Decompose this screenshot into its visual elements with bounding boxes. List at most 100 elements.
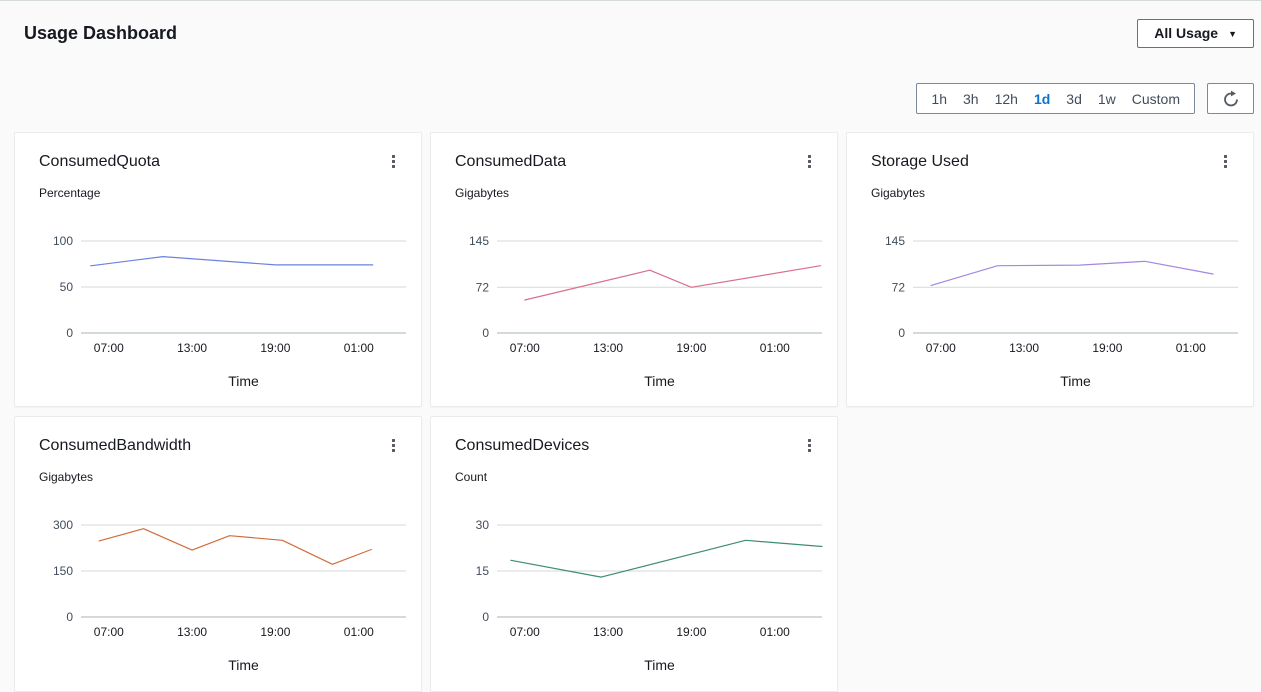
chart-xlabel: Time bbox=[228, 373, 259, 389]
chart-card-header: ConsumedBandwidth bbox=[39, 435, 397, 457]
kebab-menu-icon[interactable] bbox=[806, 435, 813, 456]
y-tick-label: 72 bbox=[476, 280, 490, 294]
x-tick-label: 01:00 bbox=[344, 341, 374, 355]
x-tick-label: 07:00 bbox=[94, 341, 124, 355]
x-tick-label: 07:00 bbox=[926, 341, 956, 355]
y-tick-label: 145 bbox=[885, 234, 905, 248]
kebab-dot bbox=[1224, 165, 1227, 168]
y-tick-label: 30 bbox=[476, 518, 490, 532]
toolbar: 1h 3h 12h 1d 3d 1w Custom bbox=[0, 83, 1261, 114]
chart-card-consumeddevices: ConsumedDevices Count 0 15 30 07:00 13:00 19:00… bbox=[430, 416, 838, 692]
x-tick-label: 13:00 bbox=[1009, 341, 1039, 355]
chart-plot: 0 150 300 07:00 13:00 19:00 01:00 bbox=[53, 518, 406, 639]
y-tick-label: 0 bbox=[66, 326, 73, 340]
charts-grid: ConsumedQuota Percentage 0 50 100 07:00 13:00 1… bbox=[0, 132, 1261, 692]
chart-card-consumedquota: ConsumedQuota Percentage 0 50 100 07:00 13:00 1… bbox=[14, 132, 422, 407]
chart-unit-label: Gigabytes bbox=[871, 186, 926, 200]
kebab-dot bbox=[392, 449, 395, 452]
x-tick-label: 01:00 bbox=[344, 625, 374, 639]
kebab-dot bbox=[392, 160, 395, 163]
kebab-dot bbox=[392, 155, 395, 158]
y-tick-label: 0 bbox=[482, 610, 489, 624]
data-line bbox=[524, 265, 822, 301]
x-tick-label: 01:00 bbox=[760, 625, 790, 639]
chart-title: ConsumedDevices bbox=[455, 437, 590, 454]
chart-card-header: Storage Used bbox=[871, 151, 1229, 173]
y-tick-label: 145 bbox=[469, 234, 489, 248]
chart-title: Storage Used bbox=[871, 153, 969, 170]
data-line bbox=[510, 539, 823, 578]
chart-plot: 0 72 145 07:00 13:00 19:00 01:00 bbox=[885, 234, 1238, 355]
kebab-menu-icon[interactable] bbox=[390, 151, 397, 172]
x-tick-label: 19:00 bbox=[676, 625, 706, 639]
chart-card-storage-used: Storage Used Gigabytes 0 72 145 07:00 13:00 19:… bbox=[846, 132, 1254, 407]
time-range-3h[interactable]: 3h bbox=[955, 84, 987, 113]
x-tick-label: 19:00 bbox=[260, 625, 290, 639]
x-tick-label: 13:00 bbox=[593, 341, 623, 355]
kebab-dot bbox=[808, 444, 811, 447]
x-tick-label: 07:00 bbox=[510, 341, 540, 355]
chart-card-header: ConsumedData bbox=[455, 151, 813, 173]
chart-unit-label: Count bbox=[455, 470, 488, 484]
page-header: Usage Dashboard All Usage ▼ bbox=[0, 1, 1261, 65]
time-range-selector: 1h 3h 12h 1d 3d 1w Custom bbox=[916, 83, 1195, 114]
time-range-1d[interactable]: 1d bbox=[1026, 84, 1058, 113]
chart-xlabel: Time bbox=[644, 657, 675, 673]
y-tick-label: 300 bbox=[53, 518, 73, 532]
kebab-dot bbox=[392, 165, 395, 168]
kebab-menu-icon[interactable] bbox=[1222, 151, 1229, 172]
page-title: Usage Dashboard bbox=[24, 22, 178, 43]
y-tick-label: 15 bbox=[476, 564, 490, 578]
caret-down-icon: ▼ bbox=[1228, 28, 1237, 39]
refresh-button[interactable] bbox=[1207, 83, 1254, 114]
kebab-dot bbox=[392, 439, 395, 442]
x-tick-label: 01:00 bbox=[1176, 341, 1206, 355]
data-line bbox=[90, 256, 374, 267]
chart-xlabel: Time bbox=[228, 657, 259, 673]
dashboard-dropdown-button[interactable]: All Usage ▼ bbox=[1137, 18, 1254, 48]
dashboard-dropdown-label: All Usage bbox=[1154, 25, 1219, 41]
kebab-dot bbox=[808, 439, 811, 442]
x-tick-label: 19:00 bbox=[1092, 341, 1122, 355]
chart-card-header: ConsumedQuota bbox=[39, 151, 397, 173]
y-tick-label: 100 bbox=[53, 234, 73, 248]
data-line bbox=[930, 260, 1214, 287]
chart-title: ConsumedData bbox=[455, 153, 567, 170]
chart-xlabel: Time bbox=[644, 373, 675, 389]
x-tick-label: 13:00 bbox=[593, 625, 623, 639]
y-tick-label: 72 bbox=[892, 280, 906, 294]
time-range-1w[interactable]: 1w bbox=[1090, 84, 1124, 113]
kebab-menu-icon[interactable] bbox=[390, 435, 397, 456]
y-tick-label: 50 bbox=[60, 280, 74, 294]
kebab-dot bbox=[808, 155, 811, 158]
chart-plot: 0 50 100 07:00 13:00 19:00 01:00 bbox=[53, 234, 406, 355]
time-range-12h[interactable]: 12h bbox=[987, 84, 1026, 113]
chart-unit-label: Percentage bbox=[39, 186, 101, 200]
time-range-3d[interactable]: 3d bbox=[1058, 84, 1090, 113]
x-tick-label: 07:00 bbox=[94, 625, 124, 639]
chart-plot: 0 15 30 07:00 13:00 19:00 01:00 bbox=[476, 518, 823, 639]
x-tick-label: 13:00 bbox=[177, 625, 207, 639]
y-tick-label: 0 bbox=[66, 610, 73, 624]
kebab-dot bbox=[1224, 160, 1227, 163]
x-tick-label: 13:00 bbox=[177, 341, 207, 355]
kebab-dot bbox=[808, 449, 811, 452]
data-line bbox=[98, 528, 372, 565]
x-tick-label: 01:00 bbox=[760, 341, 790, 355]
y-tick-label: 0 bbox=[898, 326, 905, 340]
chart-card-consumedbandwidth: ConsumedBandwidth Gigabytes 0 150 300 07:00 13… bbox=[14, 416, 422, 692]
x-tick-label: 19:00 bbox=[676, 341, 706, 355]
chart-card-header: ConsumedDevices bbox=[455, 435, 813, 457]
x-tick-label: 19:00 bbox=[260, 341, 290, 355]
time-range-1h[interactable]: 1h bbox=[923, 84, 955, 113]
chart-unit-label: Gigabytes bbox=[39, 470, 94, 484]
kebab-dot bbox=[808, 160, 811, 163]
y-tick-label: 0 bbox=[482, 326, 489, 340]
time-range-custom[interactable]: Custom bbox=[1124, 84, 1188, 113]
kebab-dot bbox=[1224, 155, 1227, 158]
kebab-menu-icon[interactable] bbox=[806, 151, 813, 172]
chart-title: ConsumedQuota bbox=[39, 153, 160, 170]
kebab-dot bbox=[392, 444, 395, 447]
refresh-icon bbox=[1223, 90, 1238, 106]
chart-card-consumeddata: ConsumedData Gigabytes 0 72 145 07:00 13:00 19:… bbox=[430, 132, 838, 407]
